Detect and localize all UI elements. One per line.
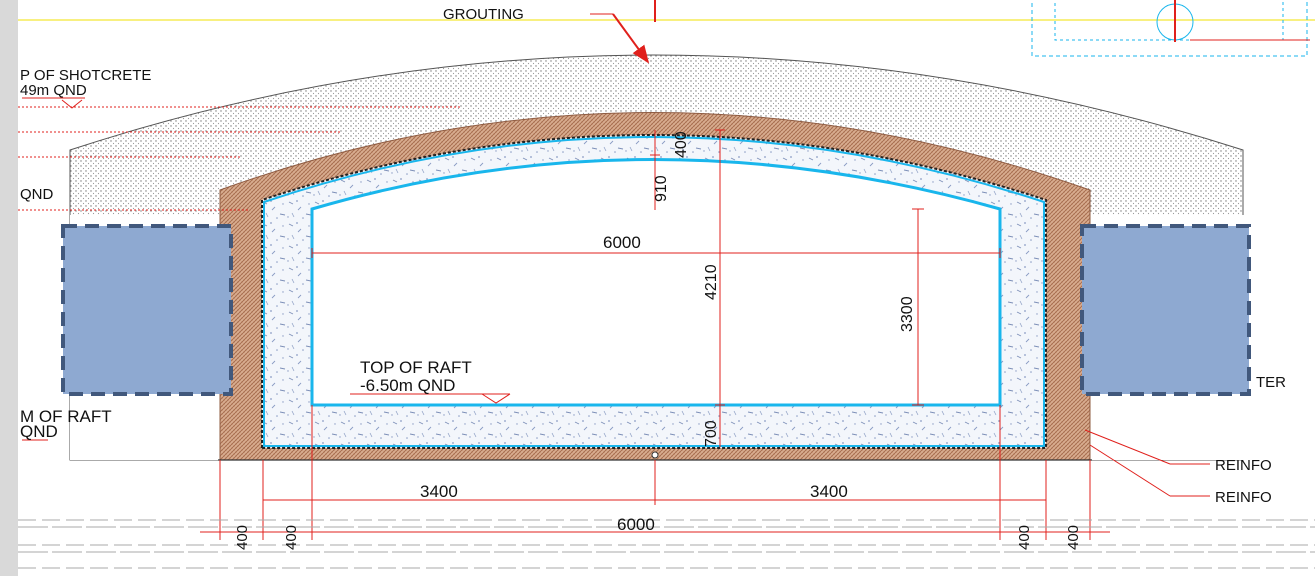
dimension-values: 6000 3400 3400 6000 400 910 4210 3300 70…	[234, 131, 1082, 550]
label-reinfo-1: REINFO	[1215, 457, 1272, 474]
label-bottom-of-raft-level: QND	[20, 422, 58, 441]
label-ter: TER	[1256, 374, 1286, 391]
dim-400-d: 400	[1065, 525, 1082, 550]
inner-opening	[310, 158, 1002, 407]
label-qnd-left: QND	[20, 186, 54, 203]
label-top-shotcrete: P OF SHOTCRETE	[20, 67, 151, 84]
label-group: GROUTING P OF SHOTCRETE 49m QND QND TOP …	[20, 6, 1286, 506]
dim-half-right: 3400	[810, 482, 848, 501]
left-margin-strip	[0, 0, 18, 576]
label-grouting: GROUTING	[443, 6, 524, 23]
dim-raft-thickness: 700	[703, 420, 720, 447]
dim-half-left: 3400	[420, 482, 458, 501]
label-reinfo-2: REINFO	[1215, 489, 1272, 506]
dim-crown-top: 400	[673, 131, 690, 158]
level-lines-left	[18, 106, 460, 211]
dim-400-a: 400	[234, 525, 251, 550]
label-top-shotcrete-level: 49m QND	[20, 82, 87, 99]
label-bottom-of-raft: M OF RAFT	[20, 407, 112, 426]
dim-inner-height: 4210	[703, 264, 720, 300]
dim-crown-rise: 910	[653, 175, 670, 202]
left-side-block	[61, 224, 233, 396]
right-side-block	[1080, 224, 1251, 396]
dim-400-b: 400	[283, 525, 300, 550]
dim-wall-height: 3300	[899, 296, 916, 332]
dim-inner-width: 6000	[603, 233, 641, 252]
lining-edge	[263, 136, 1045, 447]
ground-hatch	[18, 519, 1315, 569]
detail-callout	[1031, 0, 1310, 57]
dimension-lines	[22, 0, 1210, 540]
label-top-of-raft-level: -6.50m QND	[360, 376, 455, 395]
dim-total-width: 6000	[617, 515, 655, 534]
dim-400-c: 400	[1016, 525, 1033, 550]
label-top-of-raft: TOP OF RAFT	[360, 358, 472, 377]
